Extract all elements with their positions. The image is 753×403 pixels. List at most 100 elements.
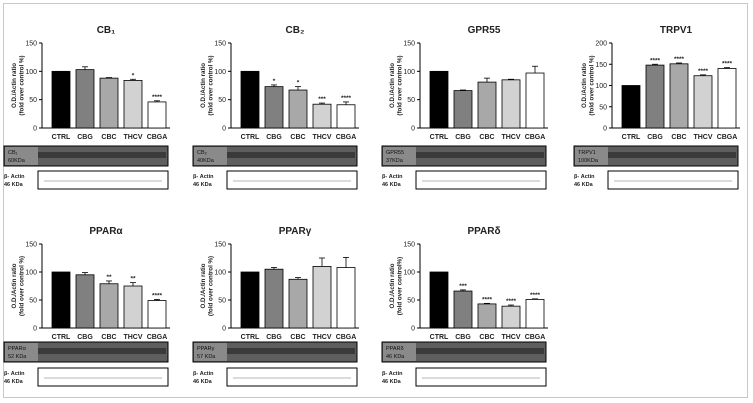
- bar: [453, 290, 473, 329]
- y-tick-label: 100: [214, 69, 226, 76]
- bar: [501, 79, 521, 129]
- y-tick-label: 150: [25, 242, 37, 249]
- y-axis-label: O.D./Actin ratio(fold over control%): [389, 257, 404, 315]
- x-tick-label: CBC: [290, 334, 305, 341]
- significance-label: *: [297, 80, 300, 87]
- bar: [717, 68, 737, 129]
- bar: [621, 85, 641, 129]
- y-tick-label: 100: [25, 270, 37, 277]
- blot-label-area: [5, 147, 38, 165]
- x-tick-label: CBGA: [717, 134, 738, 141]
- y-tick-label: 0: [222, 326, 226, 333]
- significance-label: ****: [530, 292, 541, 299]
- actin-blot-strip: [607, 170, 739, 190]
- blot-label-area: [194, 343, 227, 361]
- x-tick-label: CTRL: [430, 334, 449, 341]
- blot-protein-label: CB₂: [197, 150, 207, 156]
- bar: [477, 303, 497, 329]
- bar: [123, 285, 143, 329]
- y-tick-label: 100: [214, 270, 226, 277]
- figure-frame: [3, 3, 748, 398]
- x-tick-label: CBG: [77, 334, 93, 341]
- bar: [336, 267, 356, 329]
- bar: [264, 268, 284, 329]
- significance-label: **: [130, 276, 136, 283]
- x-tick-label: CBGA: [525, 134, 546, 141]
- bar: [525, 72, 545, 129]
- significance-label: ***: [459, 283, 467, 290]
- chart-panel: GPR55 O.D./Actin ratio(fold over control …: [381, 25, 548, 190]
- x-tick-label: CBGA: [336, 334, 357, 341]
- y-tick-label: 50: [407, 298, 415, 305]
- y-tick-label: 150: [403, 41, 415, 48]
- blot-size-label: 60KDa: [8, 158, 26, 164]
- actin-size-label: 46 KDa: [382, 182, 402, 188]
- x-tick-label: CBC: [101, 334, 116, 341]
- bar: [75, 274, 95, 329]
- y-axis-label-line: (fold over control%): [397, 257, 404, 315]
- y-axis-label: O.D./Actin ratio(fold over control %): [11, 55, 26, 115]
- blot-label-area: [383, 147, 416, 165]
- y-tick-label: 100: [403, 69, 415, 76]
- bar: [453, 90, 473, 129]
- y-tick-label: 50: [218, 97, 226, 104]
- bar: [51, 271, 71, 329]
- bar: [501, 305, 521, 329]
- x-tick-label: CBC: [290, 134, 305, 141]
- bar: [429, 271, 449, 329]
- y-tick-label: 0: [33, 126, 37, 133]
- x-tick-label: CBG: [266, 334, 282, 341]
- y-tick-label: 150: [25, 41, 37, 48]
- bar: [312, 265, 332, 329]
- x-tick-label: CBG: [455, 134, 471, 141]
- blot-band: [227, 348, 355, 354]
- y-tick-label: 50: [599, 104, 607, 111]
- blot-label-area: [383, 343, 416, 361]
- x-tick-label: CBC: [479, 334, 494, 341]
- y-axis-label-line: (fold over control %): [397, 55, 404, 115]
- y-tick-label: 0: [33, 326, 37, 333]
- bar: [123, 80, 143, 129]
- actin-label: β- Actin: [382, 371, 403, 377]
- blot-protein-label: TRPV1: [578, 150, 596, 156]
- actin-size-label: 46 KDa: [574, 182, 594, 188]
- y-axis-label-line: O.D./Actin ratio: [200, 263, 207, 308]
- actin-blot-strip: [415, 367, 547, 387]
- y-tick-label: 0: [411, 126, 415, 133]
- y-tick-label: 0: [222, 126, 226, 133]
- bar: [336, 104, 356, 129]
- actin-blot-strip: [226, 367, 358, 387]
- y-tick-label: 100: [403, 270, 415, 277]
- y-tick-label: 100: [595, 83, 607, 90]
- x-tick-label: CTRL: [241, 334, 260, 341]
- actin-label: β- Actin: [4, 371, 25, 377]
- y-axis-label-line: (fold over control %): [208, 256, 215, 316]
- blot-size-label: 100KDa: [578, 158, 599, 164]
- bar: [288, 89, 308, 129]
- x-tick-label: CBGA: [336, 134, 357, 141]
- y-axis-label-line: O.D./Actin ratio: [200, 63, 207, 108]
- x-tick-label: THCV: [312, 134, 331, 141]
- y-tick-label: 200: [595, 41, 607, 48]
- x-tick-label: CTRL: [430, 134, 449, 141]
- actin-label: β- Actin: [4, 174, 25, 180]
- bar: [264, 86, 284, 129]
- significance-label: ***: [318, 96, 326, 103]
- x-tick-label: CTRL: [52, 334, 71, 341]
- blot-protein-label: GPR55: [386, 150, 404, 156]
- actin-label: β- Actin: [574, 174, 595, 180]
- significance-label: ****: [698, 68, 709, 75]
- actin-size-label: 46 KDa: [193, 379, 213, 385]
- significance-label: *: [132, 72, 135, 79]
- bar: [477, 81, 497, 129]
- blot-size-label: 46 KDa: [386, 354, 405, 360]
- blot-band: [227, 152, 355, 158]
- chart-title: PPARδ: [467, 226, 500, 237]
- x-tick-label: CBG: [266, 134, 282, 141]
- x-tick-label: CBC: [101, 134, 116, 141]
- y-axis-label: O.D./Actin ratio(fold over control %): [200, 256, 215, 316]
- y-axis-label-line: O.D./Actin ratio: [389, 63, 396, 108]
- x-tick-label: CBGA: [525, 334, 546, 341]
- significance-label: ****: [650, 57, 661, 64]
